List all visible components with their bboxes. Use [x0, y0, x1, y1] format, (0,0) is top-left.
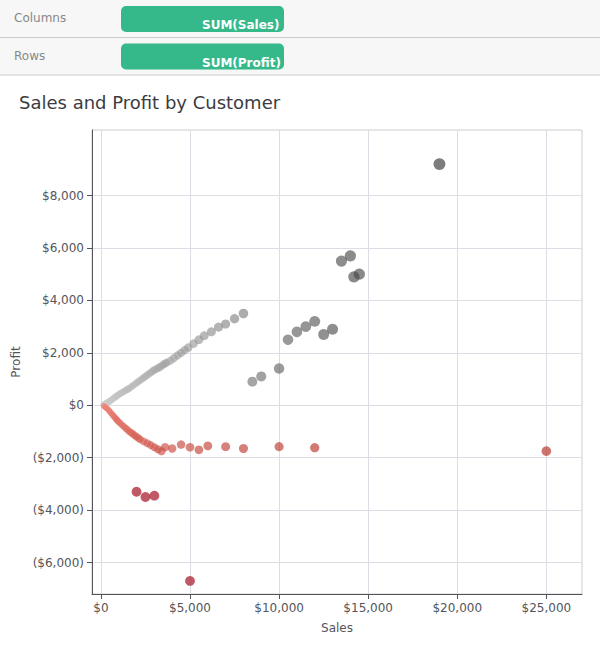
svg-text:($4,000): ($4,000) — [33, 503, 84, 517]
svg-text:$2,000: $2,000 — [42, 346, 84, 360]
svg-text:$0: $0 — [93, 601, 108, 615]
svg-text:Sales: Sales — [321, 621, 353, 635]
svg-text:$4,000: $4,000 — [42, 293, 84, 307]
svg-text:$0: $0 — [69, 398, 84, 412]
svg-text:($6,000): ($6,000) — [33, 556, 84, 570]
svg-text:Columns: Columns — [14, 11, 66, 25]
svg-text:Profit: Profit — [9, 346, 23, 378]
svg-text:SUM(Sales): SUM(Sales) — [202, 18, 279, 32]
svg-text:SUM(Profit): SUM(Profit) — [202, 56, 281, 70]
svg-text:Sales and Profit by Customer: Sales and Profit by Customer — [19, 92, 281, 113]
svg-text:$8,000: $8,000 — [42, 189, 84, 203]
svg-text:($2,000): ($2,000) — [33, 451, 84, 465]
svg-text:$15,000: $15,000 — [343, 601, 393, 615]
svg-text:Rows: Rows — [14, 49, 45, 63]
svg-text:$6,000: $6,000 — [42, 241, 84, 255]
svg-text:$20,000: $20,000 — [432, 601, 482, 615]
svg-text:$10,000: $10,000 — [254, 601, 304, 615]
svg-text:$5,000: $5,000 — [169, 601, 211, 615]
svg-text:$25,000: $25,000 — [522, 601, 572, 615]
